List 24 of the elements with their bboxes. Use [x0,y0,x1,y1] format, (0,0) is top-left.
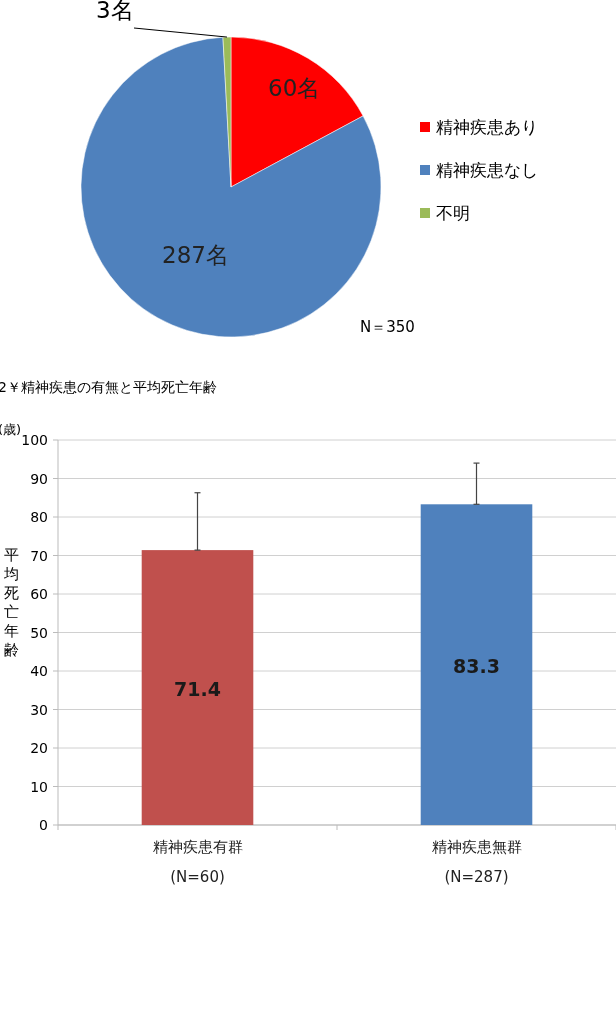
pie-slice [80,36,382,338]
legend-label: 不明 [436,203,470,223]
data-label: 60名 [268,75,321,101]
x-tick-label: 精神疾患無群 (N=287) [431,838,522,886]
text: N＝350 [360,318,415,336]
data-label: 71.4 [174,677,221,700]
legend-label: 精神疾患なし [436,160,538,180]
y-tick-label: 30 [30,701,48,718]
y-tick-label: 60 [30,586,48,602]
y-tick-label: 10 [30,778,48,795]
data-label: 3名 [96,0,134,23]
legend-label: 精神疾患あり [436,117,538,137]
y-axis-title: 平均死亡年齢 [3,546,19,659]
data-label: 83.3 [453,654,500,677]
y-tick-label: 0 [39,817,48,833]
x-tick-label: 精神疾患有群 (N=60) [152,838,243,886]
y-tick-label: 100 [21,432,48,448]
y-tick-label: 20 [30,740,48,756]
y-tick-label: 40 [30,663,48,679]
y-tick-label: 80 [30,509,48,525]
y-tick-label: 90 [30,470,48,487]
y-tick-label: 50 [30,624,48,641]
data-label: 287名 [162,242,229,268]
y-tick-label: 70 [30,547,48,564]
